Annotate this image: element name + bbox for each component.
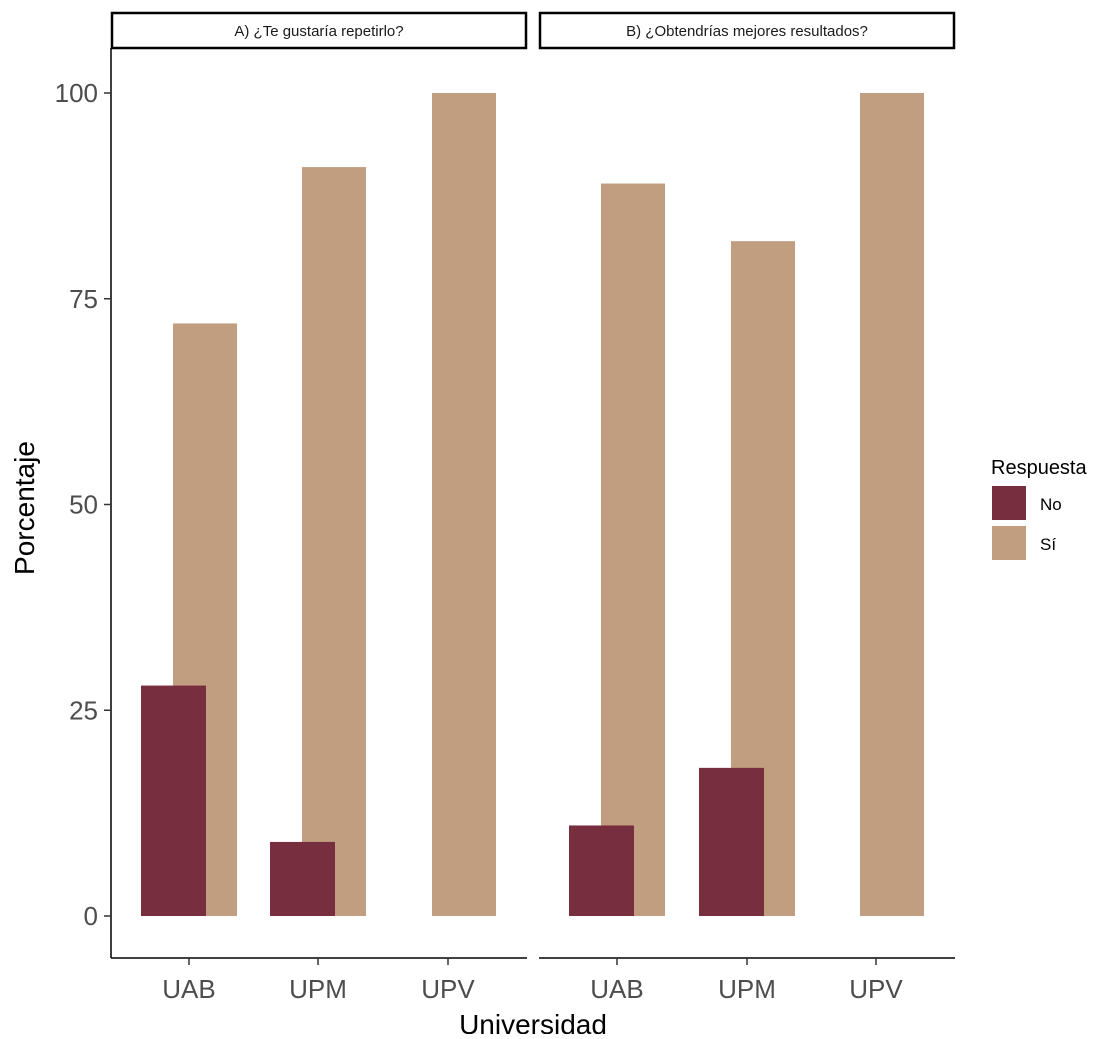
bar-si-uab <box>601 183 665 916</box>
bar-no-upm <box>270 841 335 916</box>
legend-label: No <box>1040 495 1062 514</box>
x-tick-label: UPV <box>849 974 903 1004</box>
facet-strip <box>538 11 956 50</box>
legend-key-si <box>992 526 1026 560</box>
x-tick-label: UAB <box>162 974 215 1004</box>
bar-no-upm <box>699 767 764 916</box>
bar-si-upm <box>302 167 366 916</box>
x-tick-label: UAB <box>590 974 643 1004</box>
facet-title: A) ¿Te gustaría repetirlo? <box>234 23 403 40</box>
facet-strip <box>110 11 528 50</box>
legend: No Sí <box>992 486 1062 560</box>
legend-label: Sí <box>1040 535 1056 554</box>
y-tick-label: 50 <box>69 490 98 520</box>
x-tick-label: UPV <box>421 974 475 1004</box>
y-tick-label: 100 <box>55 78 98 108</box>
bar-si-upv <box>432 93 496 916</box>
bar-no-uab <box>141 685 206 916</box>
x-axis-label: Universidad <box>459 1009 607 1034</box>
bar-si-upv <box>860 93 924 916</box>
legend-title: Respuesta <box>991 457 1087 479</box>
y-tick-label: 75 <box>69 284 98 314</box>
y-tick-label: 25 <box>69 695 98 725</box>
legend-key-no <box>992 486 1026 520</box>
facet-title: B) ¿Obtendrías mejores resultados? <box>626 23 868 40</box>
bar-no-uab <box>569 825 634 916</box>
y-axis-label: Porcentaje <box>9 441 40 575</box>
panel-a: A) ¿Te gustaría repetirlo? UAB UPM UPV <box>110 11 528 1004</box>
panel-b: B) ¿Obtendrías mejores resultados? UAB UPM… <box>538 11 956 1004</box>
y-tick-label: 0 <box>84 901 98 931</box>
x-tick-label: UPM <box>289 974 347 1004</box>
x-tick-label: UPM <box>718 974 776 1004</box>
